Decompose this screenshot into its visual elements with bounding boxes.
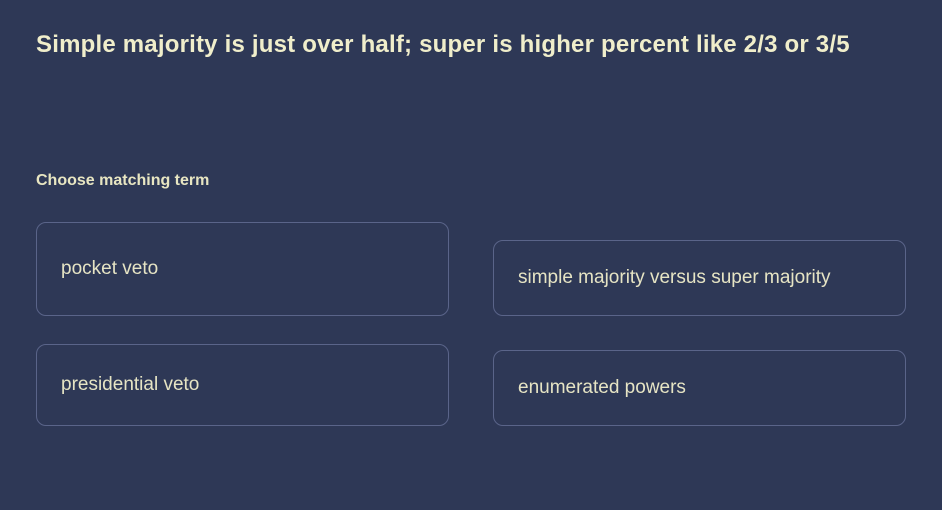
option-simple-majority[interactable]: simple majority versus super majority <box>493 240 906 316</box>
option-label: presidential veto <box>61 374 199 396</box>
instruction-label: Choose matching term <box>36 172 906 190</box>
option-label: pocket veto <box>61 258 158 280</box>
option-pocket-veto[interactable]: pocket veto <box>36 222 449 316</box>
option-label: enumerated powers <box>518 377 686 399</box>
options-grid: pocket veto simple majority versus super… <box>36 222 906 426</box>
option-presidential-veto[interactable]: presidential veto <box>36 344 449 426</box>
question-prompt: Simple majority is just over half; super… <box>36 28 906 62</box>
option-label: simple majority versus super majority <box>518 267 831 289</box>
option-enumerated-powers[interactable]: enumerated powers <box>493 350 906 426</box>
